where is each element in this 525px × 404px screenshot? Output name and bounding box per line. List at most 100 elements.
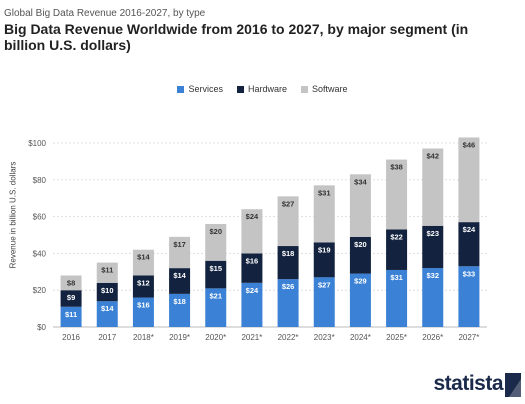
data-label: $27 (282, 199, 295, 208)
data-label: $10 (101, 286, 114, 295)
data-label: $16 (137, 301, 150, 310)
bar-segment-services (313, 277, 335, 327)
bar-segment-services (422, 268, 444, 327)
bar-segment-services (132, 297, 154, 327)
data-label: $12 (137, 278, 150, 287)
bar-segment-hardware (132, 275, 154, 298)
bar-segment-software (313, 185, 335, 243)
legend-item-hardware: Hardware (236, 84, 287, 94)
x-tick-label: 2025* (386, 333, 407, 342)
x-tick-label: 2016 (62, 333, 80, 342)
data-label: $18 (173, 297, 186, 306)
legend-label-services: Services (188, 84, 223, 94)
y-tick-label: $20 (33, 286, 47, 295)
bar-segment-hardware (241, 253, 263, 283)
data-label: $27 (318, 280, 331, 289)
data-label: $29 (354, 277, 367, 286)
x-tick-label: 2024* (350, 333, 371, 342)
chart-title: Big Data Revenue Worldwide from 2016 to … (4, 21, 469, 53)
bar-segment-services (386, 269, 408, 327)
bar-segment-software (96, 262, 118, 283)
bar-segment-software (458, 137, 480, 223)
data-label: $46 (463, 140, 476, 149)
data-label: $11 (65, 310, 77, 319)
data-label: $20 (354, 240, 367, 249)
y-tick-label: $0 (37, 323, 46, 332)
statista-logo: statista (433, 372, 503, 395)
bar-segment-services (241, 282, 263, 327)
data-label: $26 (282, 282, 295, 291)
bar-segment-software (422, 148, 444, 226)
y-tick-label: $100 (28, 139, 46, 148)
data-label: $11 (101, 266, 113, 275)
bar-segment-hardware (458, 222, 480, 267)
data-label: $16 (246, 256, 259, 265)
y-tick-label: $60 (33, 213, 47, 222)
bar-segment-hardware (205, 260, 227, 289)
data-label: $38 (390, 163, 403, 172)
data-label: $14 (101, 304, 114, 313)
x-tick-label: 2023* (314, 333, 335, 342)
data-label: $8 (67, 278, 75, 287)
x-tick-label: 2027* (458, 333, 479, 342)
data-label: $24 (246, 286, 259, 295)
x-tick-label: 2019* (169, 333, 190, 342)
data-label: $32 (426, 271, 439, 280)
bar-segment-services (458, 266, 480, 327)
bar-segment-hardware (169, 268, 191, 294)
bar-segment-hardware (60, 290, 82, 307)
data-label: $33 (463, 269, 476, 278)
bar-segment-hardware (386, 229, 408, 270)
data-label: $24 (246, 212, 259, 221)
bar-segment-services (96, 301, 118, 327)
legend-item-services: Services (177, 84, 223, 94)
legend-item-software: Software (301, 84, 348, 94)
bar-segment-services (349, 273, 371, 327)
data-label: $22 (390, 232, 403, 241)
data-label: $15 (209, 264, 222, 273)
chart-legend: Services Hardware Software (0, 84, 525, 94)
y-tick-label: $40 (33, 249, 47, 258)
bar-segment-software (241, 209, 263, 254)
bar-segment-software (277, 196, 299, 247)
data-label: $19 (318, 245, 331, 254)
chart-subtitle: Global Big Data Revenue 2016-2027, by ty… (4, 8, 206, 19)
bar-segment-hardware (422, 225, 444, 269)
x-tick-label: 2018* (133, 333, 154, 342)
data-label: $21 (209, 291, 222, 300)
x-tick-label: 2026* (422, 333, 443, 342)
data-label: $17 (173, 240, 186, 249)
legend-swatch-services (177, 85, 185, 93)
data-label: $24 (463, 225, 476, 234)
data-label: $34 (354, 177, 367, 186)
data-label: $20 (209, 227, 222, 236)
data-label: $14 (137, 253, 150, 262)
statista-logo-mark (505, 373, 521, 397)
bar-segment-software (386, 159, 408, 230)
data-label: $42 (426, 152, 439, 161)
bar-segment-hardware (277, 246, 299, 280)
bar-segment-software (169, 236, 191, 269)
data-label: $14 (173, 271, 186, 280)
data-label: $9 (67, 293, 75, 302)
data-label: $31 (318, 188, 331, 197)
x-tick-label: 2017 (98, 333, 116, 342)
bar-segment-hardware (313, 242, 335, 278)
bar-segment-hardware (349, 236, 371, 274)
x-tick-label: 2022* (278, 333, 299, 342)
legend-label-software: Software (312, 84, 348, 94)
bar-segment-software (205, 223, 227, 261)
data-label: $23 (426, 229, 439, 238)
bar-segment-software (349, 174, 371, 237)
legend-swatch-software (301, 85, 308, 93)
x-tick-label: 2021* (241, 333, 262, 342)
bar-segment-hardware (96, 282, 118, 302)
y-tick-label: $80 (33, 176, 47, 185)
x-tick-label: 2020* (205, 333, 226, 342)
data-label: $31 (390, 273, 403, 282)
legend-swatch-hardware (236, 85, 244, 93)
legend-label-hardware: Hardware (247, 84, 287, 94)
bar-segment-services (169, 293, 191, 327)
bar-segment-services (60, 306, 82, 327)
